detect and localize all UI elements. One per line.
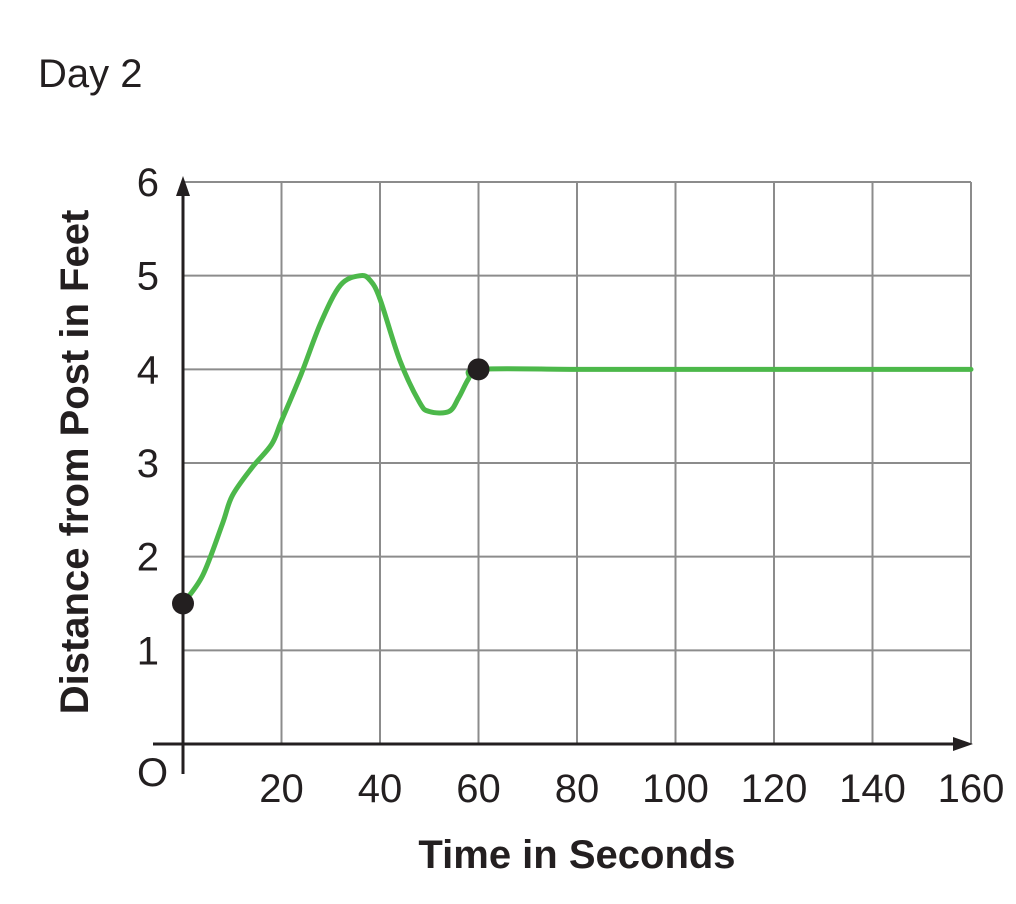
x-tick-label-100: 100 (642, 767, 709, 811)
x-tick-label-40: 40 (358, 767, 403, 811)
x-tick-label-80: 80 (555, 767, 600, 811)
y-tick-label-3: 3 (137, 442, 159, 486)
y-tick-label-1: 1 (137, 629, 159, 673)
chart-title: Day 2 (38, 52, 143, 96)
data-point-1 (467, 358, 490, 381)
data-point-0 (172, 592, 194, 615)
y-axis-arrow (176, 176, 190, 196)
x-axis-title: Time in Seconds (418, 833, 735, 877)
x-tick-label-160: 160 (938, 767, 1005, 811)
grid (183, 181, 972, 744)
y-tick-label-2: 2 (137, 536, 159, 580)
y-tick-label-5: 5 (137, 255, 159, 299)
y-tick-label-4: 4 (137, 348, 159, 392)
points-group (172, 358, 490, 615)
x-axis-arrow (953, 737, 973, 751)
x-tick-label-20: 20 (259, 767, 304, 811)
origin-label: O (137, 751, 168, 795)
y-tick-label-6: 6 (137, 161, 159, 205)
axes (153, 176, 973, 774)
y-axis-title: Distance from Post in Feet (53, 210, 97, 715)
x-tick-label-120: 120 (741, 767, 808, 811)
tick-labels: 20 40 60 80 100 120 140 160 1 2 3 4 5 6 (137, 161, 1005, 811)
x-tick-label-140: 140 (839, 767, 906, 811)
series-group (180, 272, 974, 606)
x-tick-label-60: 60 (456, 767, 501, 811)
series-line-0 (180, 272, 974, 606)
